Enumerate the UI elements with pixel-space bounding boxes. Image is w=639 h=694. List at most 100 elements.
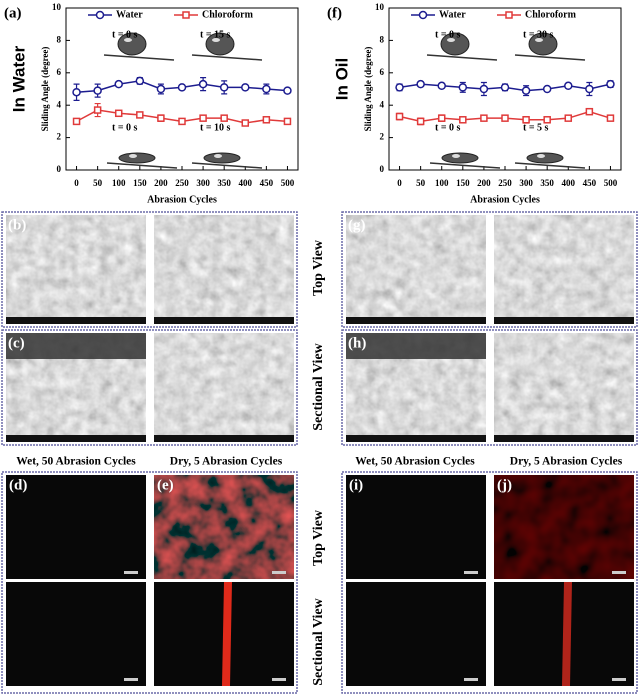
data-point (262, 116, 271, 124)
droplet (117, 32, 147, 56)
y-tick-label: 4 (380, 99, 385, 109)
scale-strip (346, 317, 486, 324)
legend-label: Water (116, 9, 143, 20)
data-point (241, 83, 250, 92)
y-tick-label: 6 (380, 67, 385, 77)
panel-label: (a) (4, 5, 22, 21)
droplet-highlight (535, 38, 543, 42)
annotation: t = 10 s (200, 122, 231, 133)
data-point (198, 79, 208, 89)
view-label: Top View (311, 239, 326, 296)
scale-strip (6, 317, 146, 324)
data-point (93, 106, 102, 114)
x-tick-label: 200 (477, 178, 491, 188)
data-point (564, 81, 573, 91)
legend-marker (95, 10, 105, 20)
data-point (416, 79, 425, 89)
legend-label: Chloroform (202, 9, 254, 20)
annotation: t = 0 s (435, 122, 461, 133)
panel-frame (1, 471, 298, 694)
side-label: In Oil (332, 58, 351, 101)
data-point (606, 114, 615, 122)
x-tick-label: 150 (456, 178, 470, 188)
annotation: t = 30 s (523, 29, 554, 40)
annotation: t = 0 s (435, 29, 461, 40)
y-tick-label: 8 (380, 34, 385, 44)
panel-label: (b) (8, 217, 26, 233)
data-point (219, 83, 229, 92)
data-point (543, 116, 551, 124)
data-point (459, 116, 467, 124)
panel-frame (341, 329, 638, 446)
data-point (178, 117, 186, 126)
droplet-highlight (129, 154, 137, 158)
droplet-highlight (452, 154, 460, 158)
sem-image (6, 215, 146, 324)
scale-bar (272, 571, 286, 574)
x-tick-label: 100 (112, 178, 126, 188)
x-tick-label: 450 (583, 178, 597, 188)
data-point (585, 107, 594, 116)
substrate (106, 162, 178, 169)
annotation: t = 5 s (523, 122, 549, 133)
scale-strip (494, 317, 634, 324)
scale-strip (154, 435, 294, 442)
data-point (241, 119, 250, 127)
panel-label: (g) (348, 217, 366, 233)
scale-bar (612, 678, 626, 681)
panel-label: (c) (8, 335, 25, 351)
y-tick-label: 4 (57, 99, 62, 109)
data-point (220, 114, 228, 122)
y-tick-label: 2 (380, 132, 385, 142)
sem-image (154, 333, 294, 442)
data-point (542, 84, 552, 94)
fluorescence-image (346, 582, 486, 686)
annotation: t = 15 s (200, 29, 231, 40)
fluorescence-signal (494, 475, 634, 579)
x-axis-label: Abrasion Cycles (470, 194, 540, 205)
side-label: In Water (9, 45, 28, 112)
y-tick-label: 0 (380, 164, 385, 174)
data-point (522, 116, 530, 124)
x-tick-label: 350 (217, 178, 231, 188)
droplet (526, 152, 564, 164)
scale-strip (494, 435, 634, 442)
panel-frame (341, 471, 638, 694)
droplet (203, 152, 241, 164)
scale-strip (346, 435, 486, 442)
panel-label: (d) (9, 477, 27, 493)
x-tick-label: 300 (196, 178, 210, 188)
data-point (114, 109, 123, 118)
droplet-highlight (214, 154, 222, 158)
data-point (479, 84, 489, 94)
x-tick-label: 350 (540, 178, 554, 188)
data-point (156, 84, 166, 94)
data-point (564, 114, 573, 122)
data-point (136, 111, 144, 119)
x-tick-label: 50 (93, 178, 103, 188)
caption: Dry, 5 Abrasion Cycles (170, 456, 283, 468)
sem-image (494, 333, 634, 442)
data-point (437, 114, 446, 122)
legend-label: Chloroform (525, 9, 577, 20)
x-tick-label: 500 (281, 178, 295, 188)
substrate (429, 162, 501, 169)
data-point (72, 87, 81, 97)
y-tick-label: 10 (52, 2, 62, 12)
x-tick-label: 0 (397, 178, 402, 188)
scale-strip (154, 317, 294, 324)
substrate (191, 54, 263, 61)
droplet-highlight (537, 154, 545, 158)
data-point (458, 83, 468, 92)
y-axis-label: Sliding Angle (degree) (40, 47, 50, 132)
x-tick-label: 200 (154, 178, 168, 188)
data-point (135, 76, 145, 86)
substrate (191, 162, 263, 169)
x-tick-label: 500 (604, 178, 618, 188)
scale-bar (612, 571, 626, 574)
x-tick-label: 0 (74, 178, 79, 188)
fluorescence-image (346, 475, 486, 579)
substrate (426, 54, 498, 61)
panel-label: (h) (348, 335, 366, 351)
data-point (72, 117, 81, 126)
